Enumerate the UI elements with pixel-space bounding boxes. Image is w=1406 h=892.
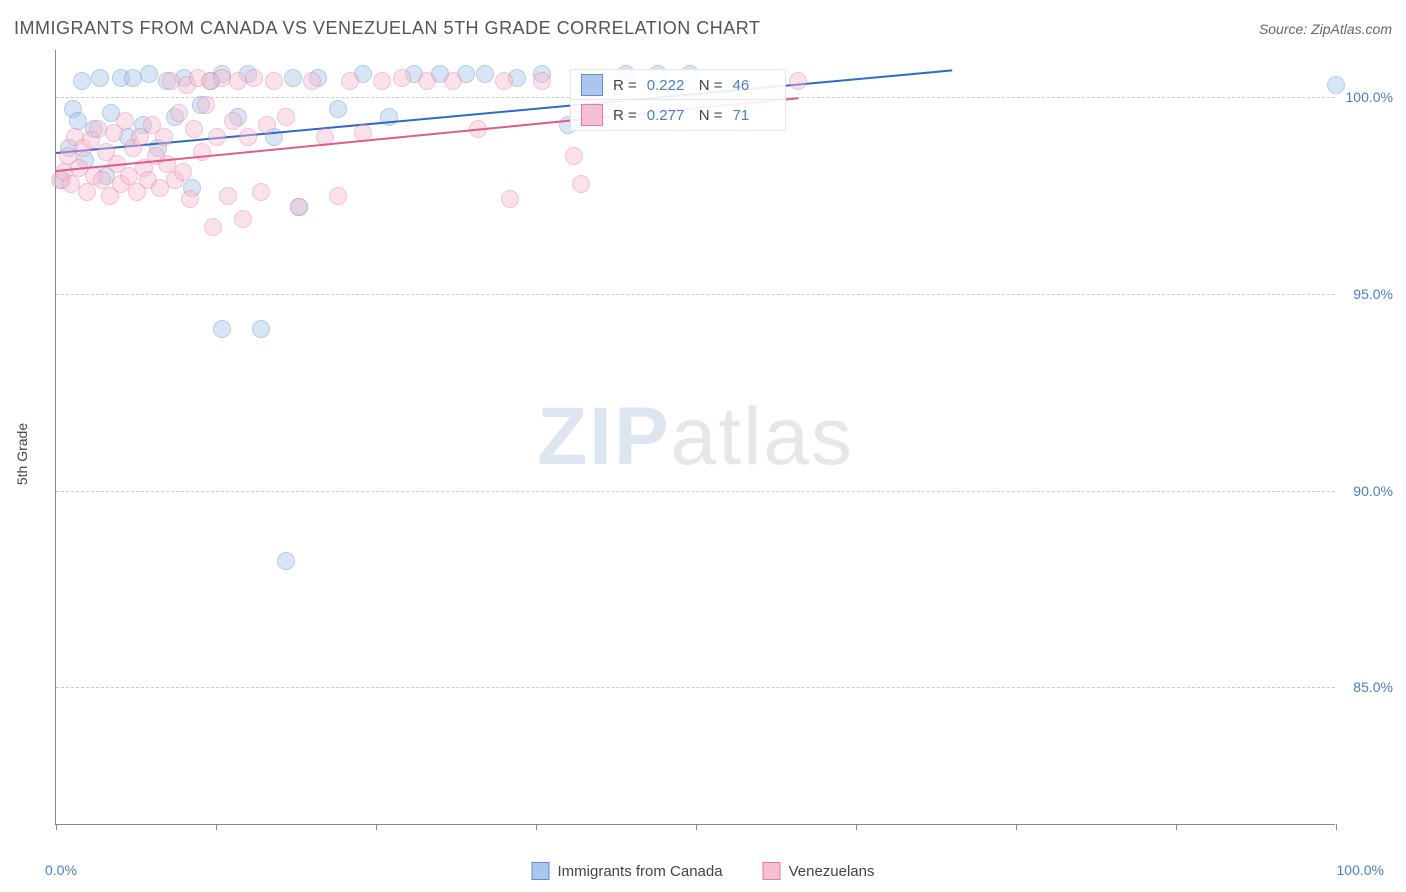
legend-label: Immigrants from Canada [558,863,723,880]
data-point-venezuela [181,190,199,208]
data-point-canada [284,69,302,87]
x-tick [56,824,57,830]
stat-n-label: N = [699,77,723,94]
data-point-venezuela [265,72,283,90]
data-point-venezuela [533,72,551,90]
stat-r-value: 0.277 [647,107,689,124]
data-point-venezuela [501,190,519,208]
data-point-venezuela [170,104,188,122]
stat-n-value: 46 [733,77,775,94]
x-tick [1176,824,1177,830]
data-point-canada [277,552,295,570]
x-tick [856,824,857,830]
data-point-canada [140,65,158,83]
data-point-venezuela [245,69,263,87]
data-point-venezuela [224,112,242,130]
data-point-venezuela [208,128,226,146]
data-point-venezuela [303,72,321,90]
x-axis-min-label: 0.0% [45,862,77,878]
stat-r-label: R = [613,77,637,94]
data-point-venezuela [341,72,359,90]
data-point-venezuela [116,112,134,130]
data-point-canada [124,69,142,87]
data-point-venezuela [373,72,391,90]
data-point-venezuela [78,183,96,201]
y-tick-label: 90.0% [1343,483,1393,499]
data-point-venezuela [495,72,513,90]
source-attribution: Source: ZipAtlas.com [1259,21,1392,37]
data-point-canada [1327,76,1345,94]
data-point-venezuela [565,147,583,165]
stats-row: R = 0.222 N = 46 [570,69,786,101]
legend-swatch [763,862,781,880]
data-point-venezuela [193,143,211,161]
data-point-canada [252,320,270,338]
stat-n-value: 71 [733,107,775,124]
data-point-venezuela [789,72,807,90]
data-point-venezuela [185,120,203,138]
watermark: ZIPatlas [537,390,854,484]
legend-label: Venezuelans [789,863,875,880]
data-point-venezuela [329,187,347,205]
data-point-venezuela [219,187,237,205]
data-point-venezuela [229,72,247,90]
gridline [56,294,1335,295]
gridline [56,687,1335,688]
data-point-venezuela [277,108,295,126]
data-point-canada [73,72,91,90]
stats-swatch [581,74,603,96]
y-tick-label: 100.0% [1343,89,1393,105]
legend-item: Immigrants from Canada [532,862,723,880]
data-point-venezuela [252,183,270,201]
data-point-venezuela [393,69,411,87]
data-point-venezuela [572,175,590,193]
data-point-canada [476,65,494,83]
y-axis-label: 5th Grade [14,423,30,485]
x-tick [376,824,377,830]
data-point-venezuela [204,218,222,236]
chart-title: IMMIGRANTS FROM CANADA VS VENEZUELAN 5TH… [14,18,760,39]
data-point-venezuela [155,128,173,146]
gridline [56,491,1335,492]
data-point-venezuela [197,96,215,114]
y-tick-label: 95.0% [1343,286,1393,302]
data-point-canada [329,100,347,118]
chart-header: IMMIGRANTS FROM CANADA VS VENEZUELAN 5TH… [14,18,1392,39]
data-point-venezuela [290,198,308,216]
x-axis-max-label: 100.0% [1337,862,1384,878]
source-name: ZipAtlas.com [1311,21,1392,37]
data-point-venezuela [234,210,252,228]
data-point-canada [213,320,231,338]
data-point-venezuela [239,128,257,146]
watermark-zip: ZIP [537,391,671,482]
x-tick [216,824,217,830]
stat-n-label: N = [699,107,723,124]
source-prefix: Source: [1259,21,1311,37]
y-tick-label: 85.0% [1343,679,1393,695]
x-tick [1336,824,1337,830]
data-point-venezuela [258,116,276,134]
data-point-venezuela [174,163,192,181]
scatter-chart: ZIPatlas 100.0%95.0%90.0%85.0% [55,50,1335,825]
stats-swatch [581,104,603,126]
chart-legend: Immigrants from Canada Venezuelans [532,862,875,880]
stats-row: R = 0.277 N = 71 [570,99,786,131]
data-point-venezuela [444,72,462,90]
x-tick [1016,824,1017,830]
x-tick [536,824,537,830]
data-point-venezuela [418,72,436,90]
stat-r-value: 0.222 [647,77,689,94]
legend-swatch [532,862,550,880]
x-tick [696,824,697,830]
stat-r-label: R = [613,107,637,124]
legend-item: Venezuelans [763,862,875,880]
watermark-atlas: atlas [671,391,854,482]
data-point-canada [91,69,109,87]
